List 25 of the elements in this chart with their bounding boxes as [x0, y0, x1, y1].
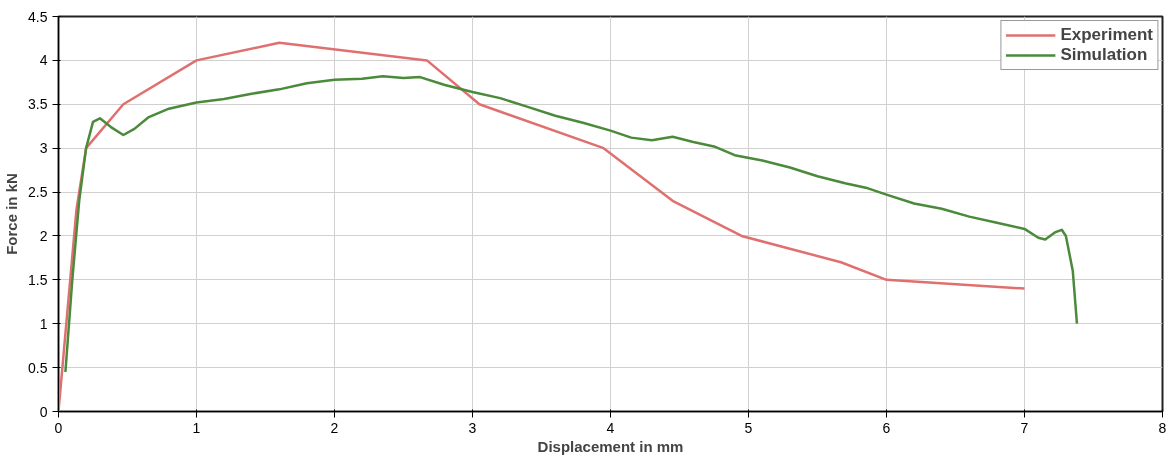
- x-tick-label: 8: [1158, 419, 1167, 436]
- y-tick-label: 4.5: [28, 8, 48, 25]
- y-tick-label: 0: [39, 403, 48, 420]
- legend-label: Experiment: [1060, 25, 1153, 45]
- x-tick-label: 1: [192, 419, 201, 436]
- x-axis-title: Displacement in mm: [537, 437, 684, 455]
- x-tick-label: 5: [744, 419, 753, 436]
- line-series: [64, 74, 1079, 374]
- y-tick-label: 0.5: [28, 359, 48, 376]
- x-tick-label: 6: [882, 419, 891, 436]
- y-tick-label: 1.5: [28, 271, 48, 288]
- x-tick-label: 0: [54, 419, 63, 436]
- y-tick-label: 2.5: [28, 184, 48, 201]
- x-tick-label: 7: [1020, 419, 1029, 436]
- x-tick-label: 4: [606, 419, 615, 436]
- y-axis-title: Force in kN: [3, 173, 21, 255]
- x-tick-label: 3: [468, 419, 477, 436]
- y-tick-label: 1: [39, 315, 48, 332]
- legend-label: Simulation: [1060, 45, 1148, 65]
- line-series: [58, 41, 1026, 412]
- y-tick-label: 3.5: [28, 96, 48, 113]
- x-tick-label: 2: [330, 419, 339, 436]
- y-tick-label: 3: [39, 140, 48, 157]
- y-tick-label: 4: [39, 52, 48, 69]
- y-tick-label: 2: [39, 227, 48, 244]
